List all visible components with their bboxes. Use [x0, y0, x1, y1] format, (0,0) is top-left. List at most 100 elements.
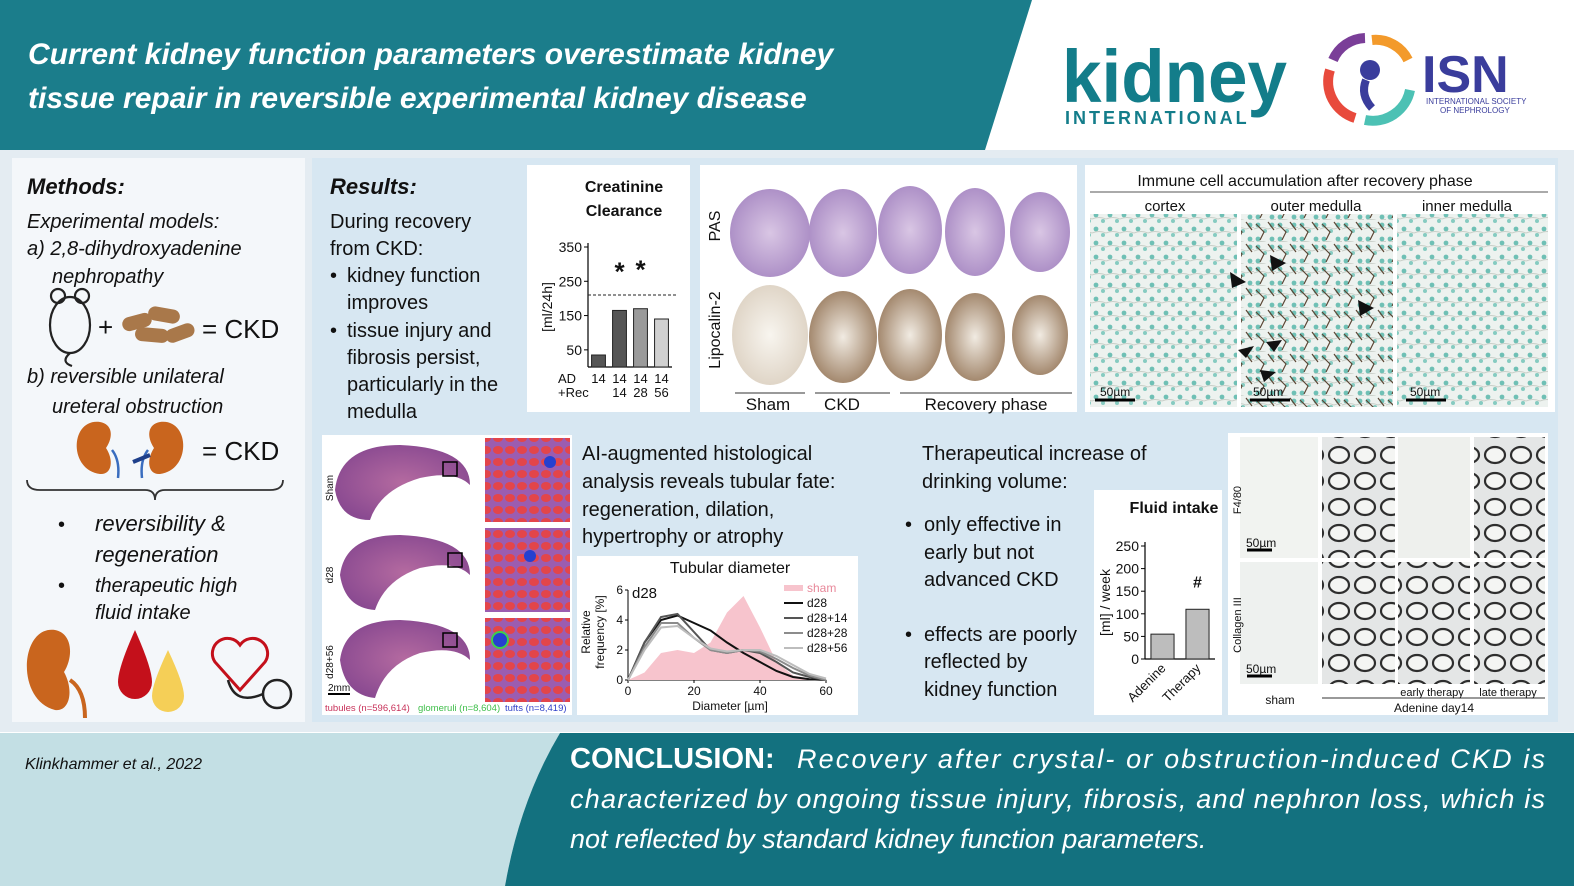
x-tick-label: 14 [612, 385, 626, 400]
gauge-tube [226, 679, 264, 699]
panel-title: Immune cell accumulation after recovery … [1137, 173, 1472, 190]
scale-label: 50µm [1253, 385, 1283, 399]
society-logo-sub: OF NEPHROLOGY [1440, 106, 1510, 115]
y-axis-label: frequency [%] [593, 595, 607, 668]
scale-label: 50µm [1246, 536, 1276, 550]
early-col3 [1322, 562, 1395, 684]
area [628, 596, 826, 680]
heading: Results: [330, 174, 417, 199]
journal-logo: kidney [1062, 35, 1287, 118]
annotation: # [1193, 574, 1202, 591]
text: early but not [924, 542, 1035, 564]
pas-section [878, 186, 942, 274]
scale-label: 50µm [1246, 662, 1276, 676]
text: ureteral obstruction [52, 396, 223, 418]
chart-title: Fluid intake [1130, 500, 1219, 517]
text: analysis reveals tubular fate: [582, 471, 835, 493]
text: advanced CKD [924, 569, 1059, 591]
y-tick-label: 150 [1116, 583, 1140, 599]
lipocalin-row [732, 285, 1068, 385]
logo-stem [1360, 78, 1376, 111]
plus: + [98, 312, 113, 342]
conclusion-label: CONCLUSION: [570, 743, 775, 775]
legend-text: d28+56 [807, 641, 848, 655]
x-row-label: +Rec [558, 385, 589, 400]
inner-medulla-image [1397, 214, 1548, 407]
glomerulus [544, 456, 556, 468]
group-label: late therapy [1479, 687, 1537, 699]
blood-drop [118, 630, 152, 699]
glomerulus [491, 631, 509, 649]
text: b) reversible unilateral [27, 366, 224, 388]
row-label: Sham [325, 475, 336, 501]
chart-title: Clearance [586, 203, 663, 220]
line [627, 624, 827, 681]
group-label: Recovery phase [925, 395, 1048, 414]
text: regeneration [95, 542, 219, 567]
y-tick-label: 2 [616, 643, 623, 657]
late-col3 [1398, 562, 1470, 684]
annotation: d28 [632, 585, 657, 602]
mouse-tail [64, 352, 73, 368]
y-tick-label: 250 [559, 273, 583, 289]
trichrome-sections [328, 438, 570, 702]
text: improves [347, 292, 428, 314]
bar [612, 309, 627, 368]
text: Therapeutical increase of [922, 443, 1147, 465]
section [335, 445, 470, 520]
text: tissue injury and [347, 320, 492, 342]
bullet: • [905, 624, 912, 646]
y-tick-label: 250 [1116, 538, 1140, 554]
zoom-image [485, 528, 570, 612]
legend-text: glomeruli (n=8,604) [418, 703, 500, 714]
y-tick-label: 50 [1123, 628, 1139, 644]
cortex-image [1090, 214, 1237, 407]
equation: = CKD [202, 436, 279, 466]
fluid-box [1094, 490, 1222, 715]
logo-arc [1328, 33, 1366, 63]
x-axis-label: Diameter [µm] [692, 699, 768, 713]
group-label: Sham [746, 395, 790, 414]
legend-text: d28 [807, 596, 827, 610]
region-label: inner medulla [1422, 198, 1513, 215]
lipocalin-section [945, 293, 1005, 381]
heading: Methods: [27, 174, 125, 199]
glomerulus [524, 550, 536, 562]
text: fibrosis persist, [347, 347, 480, 369]
pellet [135, 327, 169, 343]
pellet [148, 306, 180, 324]
legend-text: d28+28 [807, 626, 848, 640]
mouse-icon [48, 287, 92, 368]
group-label: early therapy [1400, 687, 1464, 699]
zoom-image [485, 618, 570, 702]
pas-section [809, 189, 877, 277]
pas-row [730, 186, 1070, 277]
late-f480b [1474, 437, 1545, 558]
text: regeneration, dilation, [582, 499, 774, 521]
text: from CKD: [330, 238, 423, 260]
legend-text: sham [807, 581, 836, 595]
group-label: CKD [824, 395, 860, 414]
lipocalin-section [732, 285, 808, 385]
obstruction [132, 453, 151, 464]
bar [1150, 633, 1175, 660]
stain-label: Collagen III [1232, 597, 1244, 653]
text: hypertrophy or atrophy [582, 526, 783, 548]
y-axis-label: [ml/24h] [539, 282, 555, 332]
society-logo-sub: INTERNATIONAL SOCIETY [1426, 97, 1527, 106]
chart-title: Tubular diameter [670, 560, 791, 577]
bullet: • [330, 320, 337, 342]
row-label: d28+56 [325, 645, 336, 679]
sham-col3 [1240, 562, 1318, 684]
conclusion-text: characterized by ongoing tissue injury, … [570, 784, 1545, 814]
x-tick-label: 56 [654, 385, 668, 400]
isn-logo-mark [1323, 33, 1415, 126]
zoom-box [442, 461, 458, 477]
x-tick-label: 14 [591, 371, 605, 386]
text: reflected by [924, 651, 1027, 673]
zoom-box [447, 552, 463, 568]
pellet [122, 312, 152, 332]
bar [633, 308, 648, 368]
text: nephropathy [52, 266, 164, 288]
